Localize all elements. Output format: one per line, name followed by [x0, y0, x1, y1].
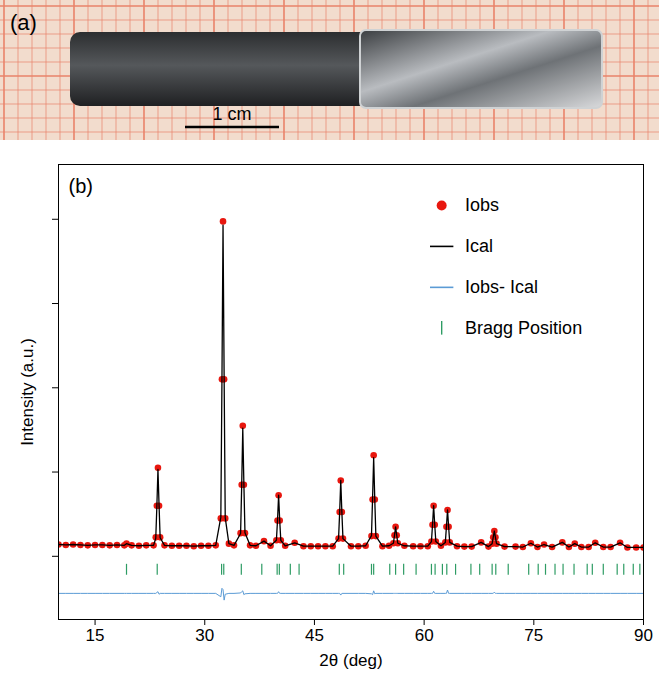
svg-text:Ical: Ical [465, 236, 493, 256]
svg-text:60: 60 [415, 626, 434, 645]
svg-text:45: 45 [305, 626, 324, 645]
svg-text:(a): (a) [10, 10, 37, 35]
svg-text:30: 30 [195, 626, 214, 645]
svg-text:15: 15 [86, 626, 105, 645]
svg-text:Iobs- Ical: Iobs- Ical [465, 277, 538, 297]
svg-text:Intensity (a.u.): Intensity (a.u.) [18, 338, 37, 446]
svg-text:(b): (b) [69, 175, 93, 197]
svg-text:75: 75 [524, 626, 543, 645]
svg-text:Bragg Position: Bragg Position [465, 318, 582, 338]
svg-text:Iobs: Iobs [465, 195, 499, 215]
svg-text:1 cm: 1 cm [212, 104, 251, 124]
svg-text:90: 90 [634, 626, 653, 645]
svg-text:2θ (deg): 2θ (deg) [319, 651, 382, 670]
